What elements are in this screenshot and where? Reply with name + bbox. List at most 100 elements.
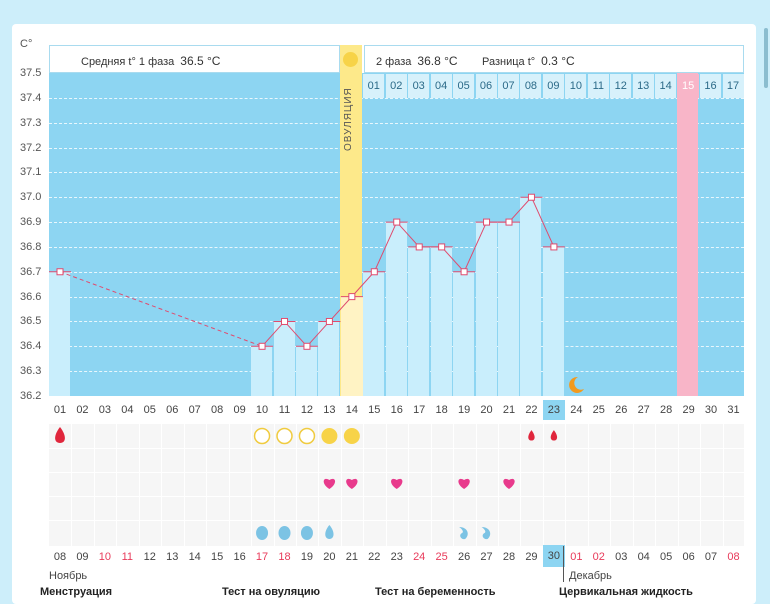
month-second: Декабрь: [569, 570, 612, 582]
cycle-day-label[interactable]: 16: [390, 404, 403, 416]
calendar-date[interactable]: 24: [413, 551, 426, 563]
calendar-date[interactable]: 14: [188, 551, 201, 563]
cycle-day-label[interactable]: 05: [143, 404, 156, 416]
calendar-date[interactable]: 06: [682, 551, 695, 563]
phase2-day-cell[interactable]: 09: [542, 74, 564, 98]
calendar-date[interactable]: 02: [592, 551, 605, 563]
cycle-day-label[interactable]: 13: [323, 404, 336, 416]
calendar-date[interactable]: 12: [143, 551, 156, 563]
phase2-day-cell[interactable]: 17: [722, 74, 744, 98]
cycle-day-label[interactable]: 29: [682, 404, 695, 416]
phase2-day-cell[interactable]: 08: [520, 74, 542, 98]
cycle-day-label[interactable]: 15: [368, 404, 381, 416]
calendar-date[interactable]: 07: [704, 551, 718, 563]
cycle-day-label[interactable]: 22: [525, 404, 538, 416]
calendar-date[interactable]: 29: [525, 551, 538, 563]
ovulation-test-negative-icon: [276, 427, 293, 445]
cycle-day-label[interactable]: 03: [98, 404, 112, 416]
calendar-date[interactable]: 20: [323, 551, 336, 563]
calendar-date[interactable]: 01: [570, 551, 583, 563]
calendar-date[interactable]: 27: [480, 551, 493, 563]
calendar-date[interactable]: 09: [76, 551, 89, 563]
calendar-date[interactable]: 05: [660, 551, 673, 563]
calendar-date[interactable]: 08: [727, 551, 740, 563]
phase2-day-cell[interactable]: 05: [453, 74, 475, 98]
cycle-day-label[interactable]: 14: [345, 404, 358, 416]
cycle-day-label[interactable]: 04: [121, 404, 134, 416]
cycle-day-label[interactable]: 02: [76, 404, 89, 416]
cycle-day-label[interactable]: 28: [660, 404, 673, 416]
phase2-day-cell[interactable]: 16: [700, 74, 722, 98]
cycle-day-label[interactable]: 30: [704, 404, 718, 416]
cycle-day-label[interactable]: 11: [278, 404, 291, 416]
cycle-day-label[interactable]: 18: [435, 404, 448, 416]
calendar-date[interactable]: 26: [457, 551, 471, 563]
cycle-day-label[interactable]: 17: [413, 404, 426, 416]
y-tick-label: 36.6: [20, 290, 42, 303]
calendar-date[interactable]: 30: [542, 545, 565, 567]
symptom-grid-col: [295, 424, 297, 546]
cycle-day-label[interactable]: 23: [542, 400, 565, 420]
calendar-date[interactable]: 19: [300, 551, 314, 563]
calendar-date[interactable]: 08: [53, 551, 67, 563]
phase2-day-cell[interactable]: 15: [677, 74, 699, 98]
calendar-date[interactable]: 10: [98, 551, 112, 563]
symptom-grid-col: [183, 424, 185, 546]
cycle-day-label[interactable]: 26: [615, 404, 628, 416]
cycle-day-label[interactable]: 10: [255, 404, 269, 416]
calendar-date[interactable]: 15: [211, 551, 224, 563]
calendar-date[interactable]: 16: [233, 551, 246, 563]
phase2-day-cell[interactable]: 06: [475, 74, 497, 98]
symptom-grid[interactable]: [49, 424, 744, 546]
phase2-day-cell[interactable]: 11: [587, 74, 609, 98]
phase2-day-cell[interactable]: 10: [565, 74, 587, 98]
cycle-day-label[interactable]: 09: [233, 404, 246, 416]
cycle-day-label[interactable]: 20: [480, 404, 493, 416]
temperature-gap-line: [59, 271, 263, 347]
phase2-day-cell[interactable]: 02: [385, 74, 407, 98]
temperature-line-segment: [530, 197, 555, 248]
section-menstruation[interactable]: Менструация: [40, 586, 113, 598]
phase2-day-cell[interactable]: 14: [655, 74, 677, 98]
phase2-day-cell[interactable]: 12: [610, 74, 632, 98]
calendar-date[interactable]: 03: [615, 551, 628, 563]
calendar-date[interactable]: 04: [637, 551, 650, 563]
cycle-day-label[interactable]: 19: [457, 404, 471, 416]
calendar-date[interactable]: 25: [435, 551, 448, 563]
moon-icon: [569, 376, 584, 393]
cycle-day-label[interactable]: 31: [727, 404, 740, 416]
calendar-date[interactable]: 23: [390, 551, 403, 563]
cycle-day-label[interactable]: 24: [570, 404, 583, 416]
calendar-date[interactable]: 28: [502, 551, 516, 563]
cycle-day-label[interactable]: 08: [211, 404, 224, 416]
section-pregnancy-test[interactable]: Тест на беременность: [375, 586, 496, 598]
cycle-day-label[interactable]: 07: [188, 404, 201, 416]
heart-icon: [503, 478, 515, 489]
section-cervical-fluid[interactable]: Цервикальная жидкость: [559, 586, 693, 598]
section-ovulation-test[interactable]: Тест на овуляцию: [222, 586, 321, 598]
calendar-date[interactable]: 13: [166, 551, 179, 563]
cycle-day-label[interactable]: 12: [300, 404, 314, 416]
calendar-date[interactable]: 17: [255, 551, 269, 563]
phase2-day-cell[interactable]: 01: [363, 74, 385, 98]
temperature-bar: [295, 346, 317, 396]
calendar-date[interactable]: 21: [345, 551, 358, 563]
temperature-bar: [49, 271, 70, 396]
phase2-day-cell[interactable]: 07: [498, 74, 519, 98]
symptom-grid-col: [430, 424, 432, 546]
phase2-day-cell[interactable]: 03: [408, 74, 430, 98]
cycle-day-label[interactable]: 06: [166, 404, 179, 416]
temperature-bar: [453, 271, 475, 396]
calendar-date[interactable]: 18: [278, 551, 291, 563]
phase2-day-cell[interactable]: 04: [430, 74, 452, 98]
calendar-date[interactable]: 11: [121, 551, 134, 563]
scrollbar[interactable]: [764, 28, 768, 88]
phase2-day-cell[interactable]: 13: [632, 74, 654, 98]
cycle-day-label[interactable]: 01: [53, 404, 67, 416]
calendar-date[interactable]: 22: [368, 551, 381, 563]
month-first: Ноябрь: [49, 570, 88, 582]
cycle-day-label[interactable]: 25: [592, 404, 605, 416]
cycle-day-label[interactable]: 21: [502, 404, 516, 416]
cycle-day-label[interactable]: 27: [637, 404, 650, 416]
y-tick-label: 37.2: [20, 141, 42, 154]
